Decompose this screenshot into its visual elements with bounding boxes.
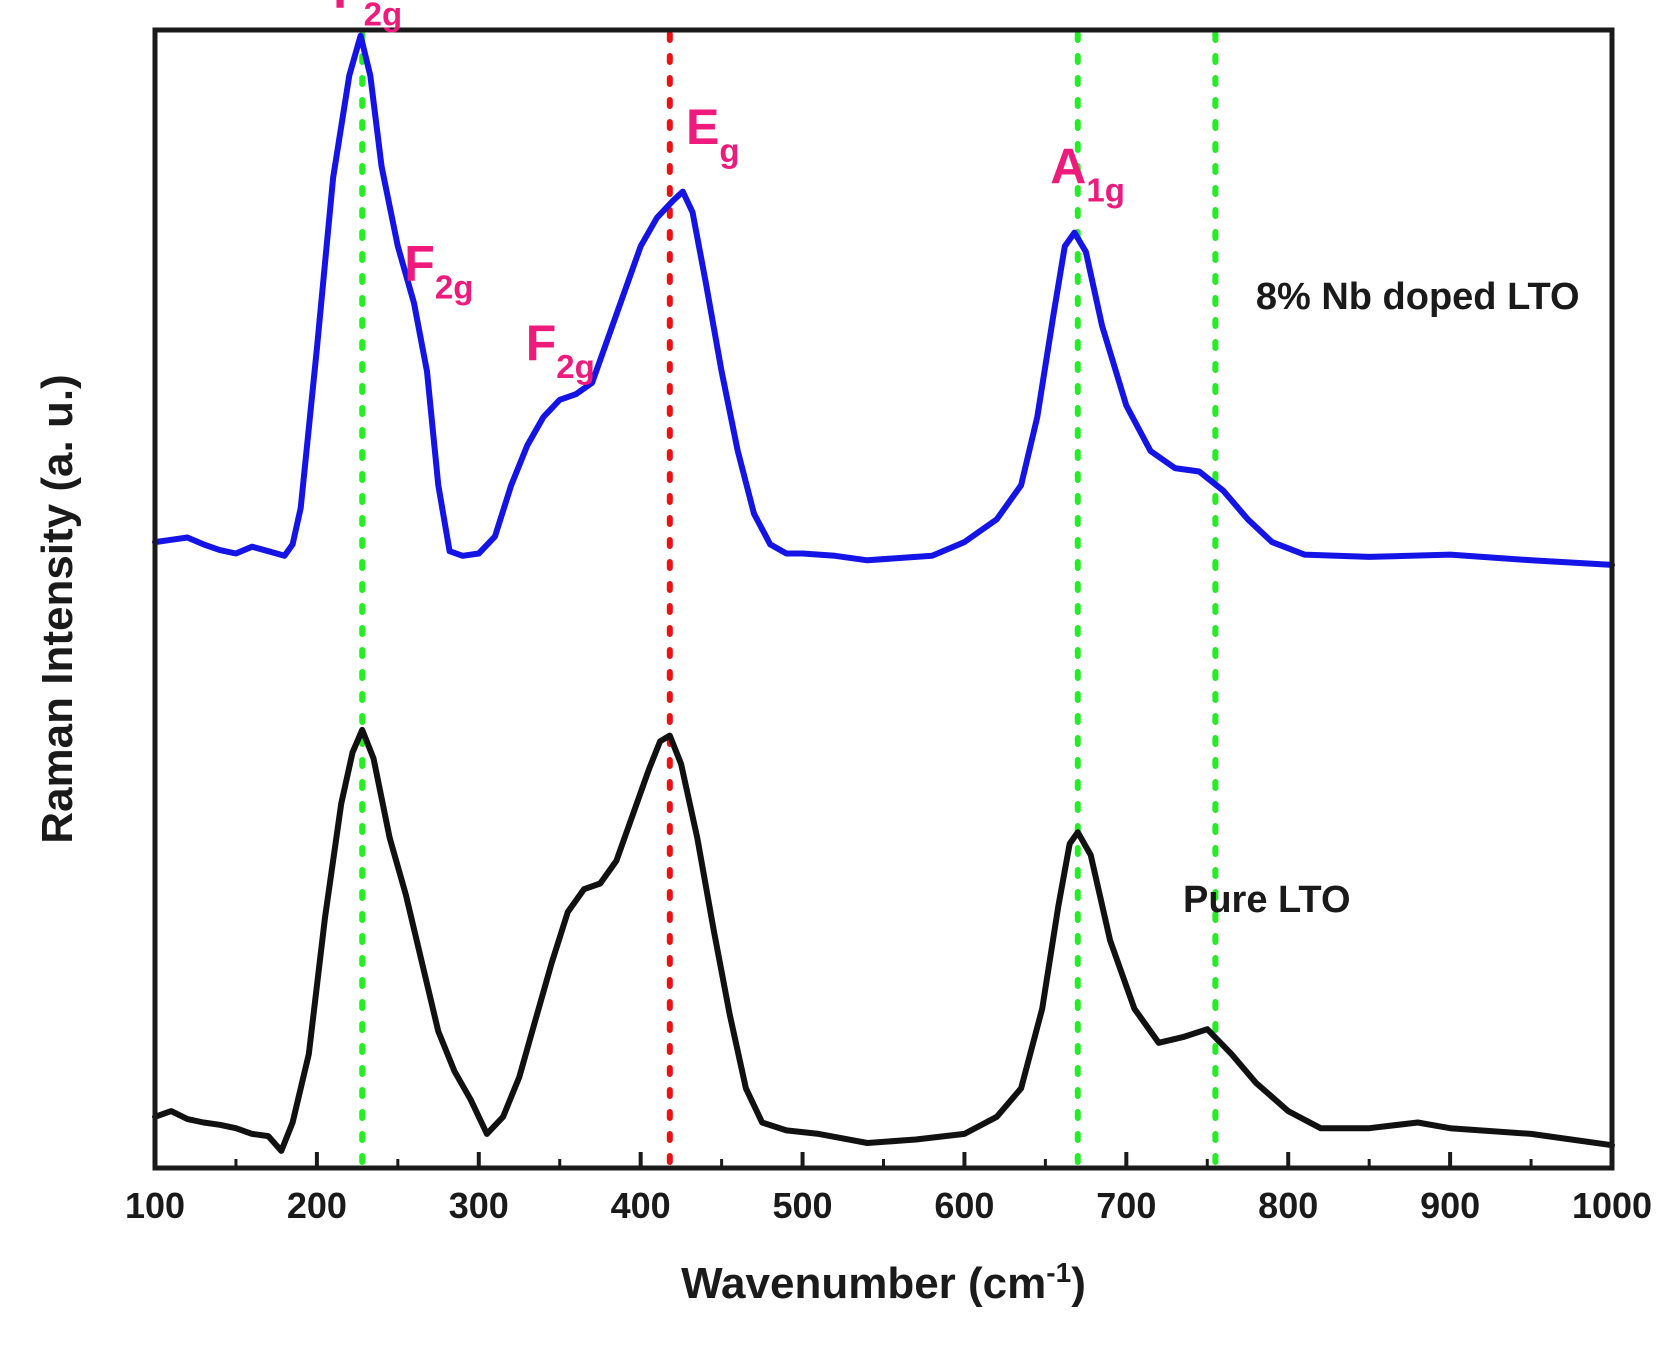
- peak-label-4: A1g: [1050, 139, 1125, 209]
- peak-label-symbol: F: [404, 235, 435, 291]
- x-tick-label-600: 600: [934, 1185, 994, 1226]
- x-axis-ticks: 100 200 300 400 500 600 700 800 900 1000: [125, 1152, 1652, 1226]
- x-tick-label-700: 700: [1096, 1185, 1156, 1226]
- x-tick-label-1000: 1000: [1572, 1185, 1652, 1226]
- x-tick-label-100: 100: [125, 1185, 185, 1226]
- plot-frame: [152, 27, 1615, 1171]
- x-tick-label-400: 400: [611, 1185, 671, 1226]
- x-tick-label-800: 800: [1258, 1185, 1318, 1226]
- series-line-nb-doped-lto: [152, 32, 1615, 568]
- x-tick-label-900: 900: [1420, 1185, 1480, 1226]
- x-axis-title-superscript: -1: [1046, 1257, 1071, 1288]
- peak-label-subscript: 2g: [556, 348, 595, 385]
- x-axis-title-main: Wavenumber (cm: [681, 1259, 1046, 1308]
- peak-label-subscript: g: [719, 132, 739, 169]
- x-axis-title-close: ): [1071, 1259, 1086, 1308]
- series-line-pure-lto: [152, 726, 1615, 1154]
- peak-annotations: F2gF2gF2gEgA1g: [333, 0, 1125, 385]
- x-tick-label-300: 300: [449, 1185, 509, 1226]
- series-lines: [152, 32, 1615, 1154]
- peak-label-symbol: E: [686, 99, 719, 155]
- x-axis-title: Wavenumber (cm-1): [681, 1257, 1086, 1308]
- peak-label-subscript: 2g: [364, 0, 403, 32]
- peak-label-0: F2g: [333, 0, 402, 32]
- series-labels: 8% Nb doped LTO Pure LTO: [1183, 276, 1580, 921]
- peak-label-subscript: 2g: [435, 268, 474, 305]
- peak-label-3: Eg: [686, 99, 740, 169]
- x-tick-label-200: 200: [287, 1185, 347, 1226]
- peak-label-2: F2g: [526, 315, 595, 385]
- series-label-pure-lto: Pure LTO: [1183, 879, 1351, 921]
- y-axis-title: Raman Intensity (a. u.): [33, 374, 82, 843]
- series-label-nb-doped-lto: 8% Nb doped LTO: [1256, 276, 1580, 318]
- peak-label-symbol: A: [1050, 139, 1086, 195]
- peak-label-subscript: 1g: [1086, 172, 1125, 209]
- peak-label-1: F2g: [404, 235, 473, 305]
- peak-label-symbol: F: [333, 0, 364, 18]
- peak-label-symbol: F: [526, 315, 557, 371]
- x-tick-label-500: 500: [773, 1185, 833, 1226]
